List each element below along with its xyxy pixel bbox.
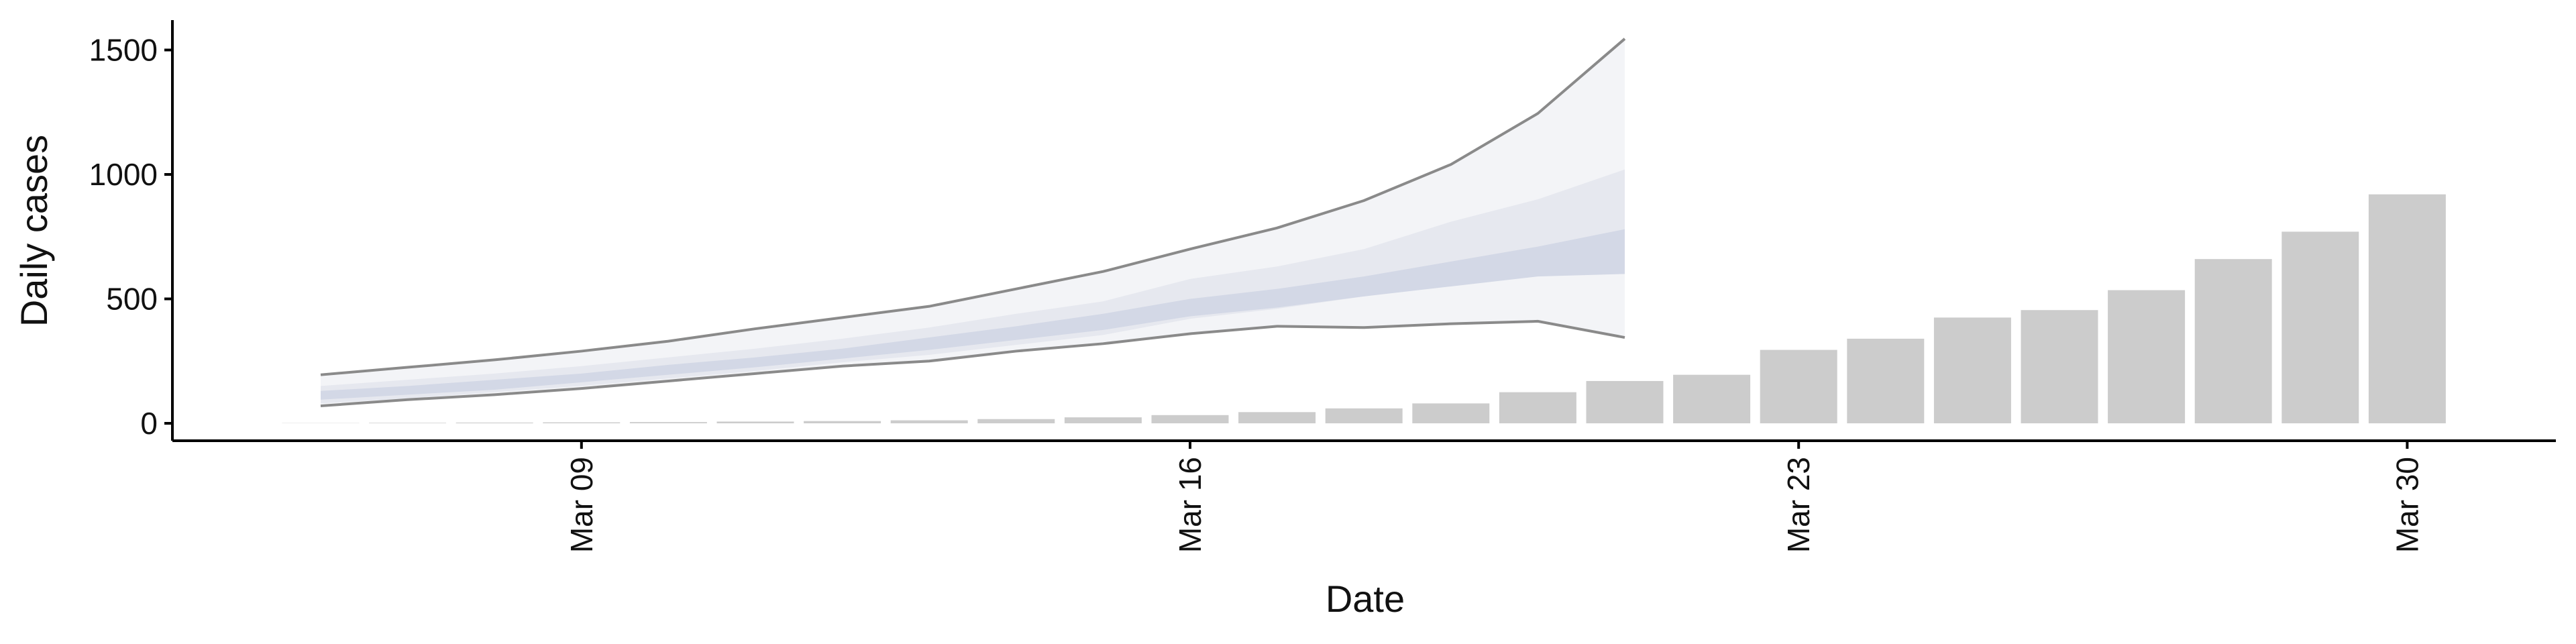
y-tick-label: 0 xyxy=(140,406,158,441)
y-tick-label: 500 xyxy=(106,282,158,317)
forecast-line xyxy=(320,319,1625,408)
y-tick-label: 1000 xyxy=(89,157,158,192)
bar xyxy=(890,420,968,424)
bar xyxy=(1151,415,1229,424)
x-tick-label: Mar 23 xyxy=(1781,457,1816,553)
bar xyxy=(716,421,794,424)
bar xyxy=(1412,403,1490,424)
bar xyxy=(2108,290,2186,424)
bar xyxy=(1586,380,1664,424)
bar xyxy=(629,422,707,424)
bar xyxy=(1847,338,1925,424)
bar xyxy=(1064,417,1142,424)
x-tick-label: Mar 30 xyxy=(2390,457,2424,553)
bar xyxy=(2021,310,2098,424)
bar xyxy=(2194,259,2272,424)
bar xyxy=(2368,194,2446,424)
x-tick-label: Mar 16 xyxy=(1173,457,1208,553)
bar xyxy=(804,421,881,424)
x-axis-title: Date xyxy=(1326,578,1405,620)
bar xyxy=(977,419,1055,424)
y-axis-title: Daily cases xyxy=(13,135,55,327)
bar xyxy=(1499,392,1576,424)
forecast-band xyxy=(321,38,1625,407)
bar xyxy=(2282,231,2359,424)
bar xyxy=(1238,412,1316,424)
y-tick-label: 1500 xyxy=(89,33,158,68)
forecast-line xyxy=(320,38,1626,376)
bar xyxy=(1325,408,1403,424)
bar xyxy=(1933,317,2011,424)
x-tick-label: Mar 09 xyxy=(564,457,599,553)
bar xyxy=(1673,374,1751,424)
bar xyxy=(1760,350,1837,424)
